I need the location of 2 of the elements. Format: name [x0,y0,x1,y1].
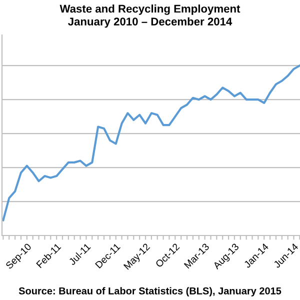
source-note: Source: Bureau of Labor Statistics (BLS), January 2015 [18,287,282,296]
chart-title: Waste and Recycling Employment January 2010 – December 2014 [60,4,240,28]
